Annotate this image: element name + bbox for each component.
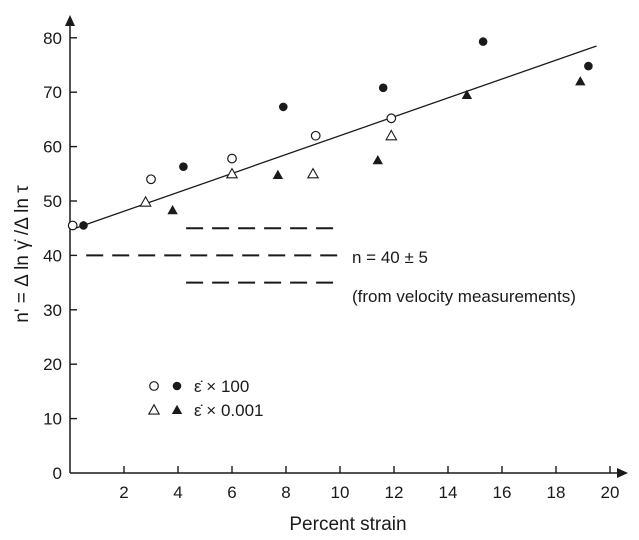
data-point-filled-triangle bbox=[372, 155, 383, 165]
legend: ε̇ × 100 ε̇ × 0.001 bbox=[147, 377, 264, 420]
axes bbox=[65, 15, 628, 478]
y-tick-label: 10 bbox=[43, 410, 62, 429]
x-tick-label: 8 bbox=[281, 483, 290, 502]
legend-symbol-open-circle bbox=[149, 381, 159, 391]
y-axis-arrowhead bbox=[65, 15, 75, 26]
x-tick-label: 16 bbox=[493, 483, 512, 502]
data-point-filled-circle bbox=[79, 221, 88, 230]
annotation-source: (from velocity measurements) bbox=[352, 287, 576, 306]
x-tick-label: 6 bbox=[227, 483, 236, 502]
y-tick-label: 0 bbox=[53, 464, 62, 483]
data-points bbox=[67, 37, 593, 231]
x-tick-label: 2 bbox=[119, 483, 128, 502]
data-point-filled-circle bbox=[584, 61, 593, 71]
y-tick-label: 30 bbox=[43, 301, 62, 320]
legend-label: ε̇ × 0.001 bbox=[194, 401, 264, 420]
data-point-filled-triangle bbox=[167, 205, 178, 215]
data-point-open-triangle bbox=[385, 129, 398, 141]
data-point-open-circle bbox=[146, 174, 156, 185]
ticks: 2 4 6 8 10 12 14 16 18 20 0 10 20 30 40 50 60 70 80 bbox=[43, 29, 619, 502]
x-tick-label: 10 bbox=[331, 483, 350, 502]
data-point-filled-circle bbox=[378, 83, 388, 93]
y-tick-label: 40 bbox=[43, 246, 62, 265]
x-tick-label: 20 bbox=[601, 483, 620, 502]
data-point-filled-circle bbox=[478, 37, 488, 46]
data-point-open-circle bbox=[67, 220, 78, 231]
data-point-open-triangle bbox=[306, 167, 320, 179]
fit-line-group bbox=[75, 45, 597, 229]
data-point-filled-triangle bbox=[461, 89, 473, 99]
x-tick-label: 4 bbox=[173, 483, 182, 502]
y-axis-title: n' = Δ ln γ̇ /Δ ln τ bbox=[12, 185, 33, 323]
data-point-filled-circle bbox=[179, 162, 188, 172]
data-point-open-triangle bbox=[139, 195, 152, 207]
x-tick-label: 12 bbox=[385, 483, 404, 502]
y-tick-label: 60 bbox=[43, 138, 62, 157]
x-tick-label: 18 bbox=[547, 483, 566, 502]
data-point-filled-triangle bbox=[575, 76, 586, 86]
data-point-open-circle bbox=[227, 153, 237, 164]
data-point-filled-circle bbox=[279, 102, 288, 112]
legend-symbol-filled-triangle bbox=[171, 404, 183, 415]
legend-symbol-filled-circle bbox=[172, 381, 182, 391]
reference-lines bbox=[86, 227, 340, 284]
data-point-filled-triangle bbox=[272, 169, 284, 179]
x-tick-label: 14 bbox=[439, 483, 458, 502]
y-tick-label: 70 bbox=[43, 83, 62, 102]
y-tick-label: 20 bbox=[43, 355, 62, 374]
data-point-open-circle bbox=[310, 130, 321, 141]
y-tick-label: 80 bbox=[43, 29, 62, 48]
data-point-open-triangle bbox=[225, 167, 239, 179]
x-axis-arrowhead bbox=[617, 468, 628, 478]
fit-line bbox=[75, 45, 597, 229]
legend-symbol-open-triangle bbox=[147, 403, 161, 415]
x-axis-title: Percent strain bbox=[289, 514, 406, 535]
annotation-n-value: n = 40 ± 5 bbox=[352, 248, 428, 267]
y-tick-label: 50 bbox=[43, 192, 62, 211]
legend-label: ε̇ × 100 bbox=[194, 377, 249, 396]
data-point-open-circle bbox=[386, 113, 397, 124]
